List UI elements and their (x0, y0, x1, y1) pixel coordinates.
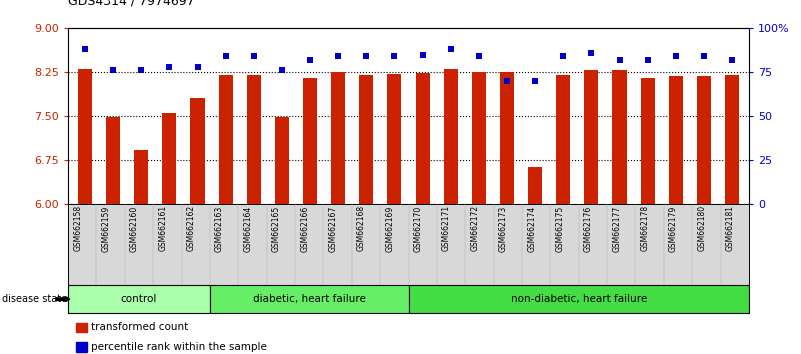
Text: GSM662178: GSM662178 (641, 205, 650, 251)
Text: GSM662181: GSM662181 (726, 205, 735, 251)
Text: GSM662166: GSM662166 (300, 205, 309, 252)
Point (501, 78, 513, 84)
Bar (360, 75, 373, 204)
Text: GSM662161: GSM662161 (159, 205, 167, 251)
Point (557, 53, 570, 59)
Text: GSM662175: GSM662175 (556, 205, 565, 252)
Text: GSM662169: GSM662169 (385, 205, 394, 252)
Bar (303, 78, 317, 204)
Point (135, 68, 147, 73)
Point (163, 64, 175, 70)
Text: control: control (121, 294, 157, 304)
Point (78, 46, 91, 52)
Bar (219, 75, 232, 204)
Point (473, 53, 485, 59)
Text: disease state: disease state (2, 294, 66, 304)
Text: GSM662165: GSM662165 (272, 205, 281, 252)
Text: GSM662171: GSM662171 (442, 205, 451, 251)
Point (304, 57, 316, 63)
Bar (444, 69, 457, 204)
Text: GSM662180: GSM662180 (698, 205, 706, 251)
Bar (416, 73, 429, 204)
Bar (500, 72, 514, 204)
Bar (163, 113, 176, 204)
Text: GSM662179: GSM662179 (669, 205, 678, 252)
Text: GSM662163: GSM662163 (215, 205, 224, 252)
Bar (78, 69, 92, 204)
Point (445, 46, 457, 52)
Point (388, 53, 400, 59)
Text: GSM662168: GSM662168 (357, 205, 366, 251)
Bar (388, 74, 401, 204)
Text: GSM662167: GSM662167 (328, 205, 337, 252)
Text: diabetic, heart failure: diabetic, heart failure (253, 294, 366, 304)
Bar (669, 76, 682, 204)
Point (529, 78, 541, 84)
Point (332, 53, 344, 59)
Bar (528, 167, 542, 204)
Bar (275, 117, 289, 204)
Text: GDS4314 / 7974697: GDS4314 / 7974697 (68, 0, 195, 7)
Text: GSM662158: GSM662158 (73, 205, 83, 251)
Bar (556, 75, 570, 204)
Point (613, 57, 626, 63)
Point (191, 64, 204, 70)
Text: GSM662173: GSM662173 (499, 205, 508, 252)
Bar (331, 72, 345, 204)
Text: GSM662162: GSM662162 (187, 205, 195, 251)
Point (642, 57, 654, 63)
Bar (697, 76, 711, 204)
Point (670, 53, 682, 59)
Point (585, 50, 598, 56)
Point (726, 57, 739, 63)
Text: GSM662176: GSM662176 (584, 205, 593, 252)
Bar (641, 78, 654, 204)
Text: GSM662177: GSM662177 (612, 205, 622, 252)
Bar (106, 117, 120, 204)
Text: non-diabetic, heart failure: non-diabetic, heart failure (510, 294, 647, 304)
Text: GSM662164: GSM662164 (244, 205, 252, 252)
Bar (247, 75, 261, 204)
Text: GSM662172: GSM662172 (470, 205, 480, 251)
Point (698, 53, 710, 59)
Point (276, 68, 288, 73)
Bar (585, 70, 598, 204)
Point (219, 53, 232, 59)
Text: GSM662159: GSM662159 (102, 205, 111, 252)
Text: GSM662160: GSM662160 (130, 205, 139, 252)
Text: transformed count: transformed count (91, 322, 187, 332)
Point (107, 68, 119, 73)
Point (248, 53, 260, 59)
Bar (135, 150, 148, 204)
Bar (613, 70, 626, 204)
Bar (472, 72, 486, 204)
Point (360, 53, 372, 59)
Bar (191, 98, 204, 204)
Text: percentile rank within the sample: percentile rank within the sample (91, 342, 267, 352)
Text: GSM662174: GSM662174 (527, 205, 536, 252)
Bar (725, 75, 739, 204)
Text: GSM662170: GSM662170 (413, 205, 423, 252)
Point (417, 52, 429, 57)
